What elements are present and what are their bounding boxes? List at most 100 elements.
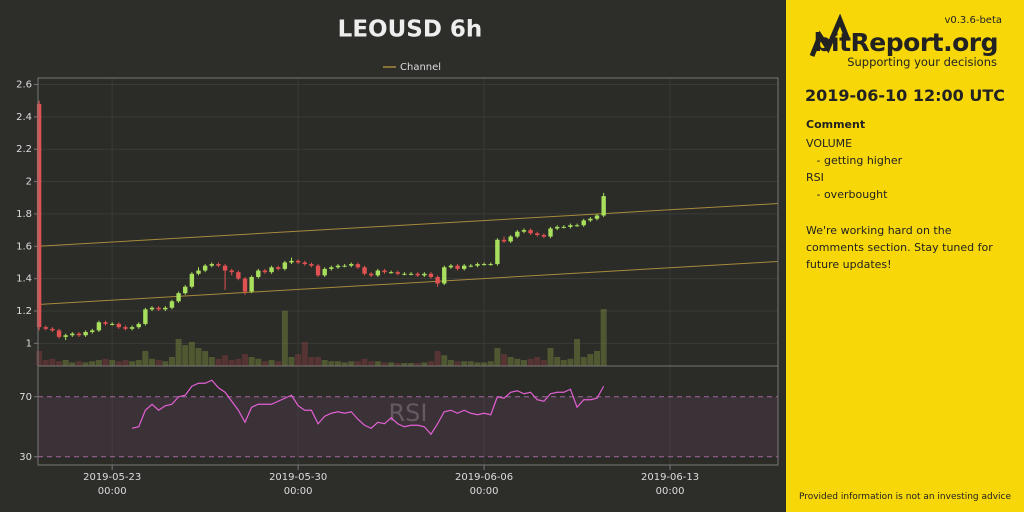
- candle-body: [70, 333, 75, 336]
- volume-bar: [49, 358, 56, 366]
- volume-bar: [122, 360, 129, 366]
- candle-body: [103, 322, 108, 324]
- volume-bar: [461, 361, 468, 366]
- candle-body: [342, 265, 347, 267]
- volume-bar: [527, 358, 534, 366]
- volume-bar: [175, 339, 182, 366]
- volume-bar: [215, 358, 222, 366]
- candle-body: [229, 270, 234, 273]
- volume-bar: [95, 360, 102, 366]
- candle-body: [561, 226, 567, 228]
- volume-bar: [354, 361, 361, 366]
- candle-body: [183, 286, 188, 294]
- candle-body: [375, 270, 381, 276]
- sidebar: v0.3.6-beta bitReport.org Supporting you…: [786, 0, 1024, 512]
- volume-bar: [62, 360, 69, 366]
- volume-bar: [182, 345, 189, 366]
- candle-body: [309, 264, 314, 266]
- y-tick-label: 2: [26, 177, 32, 188]
- y-tick-label: 1.8: [16, 209, 32, 220]
- volume-bar: [341, 362, 348, 366]
- volume-bar: [268, 360, 275, 366]
- candle-body: [83, 332, 88, 336]
- candle-body: [176, 293, 181, 302]
- brand: bitReport.org: [813, 28, 999, 57]
- candle-body: [581, 220, 586, 226]
- comment-line: - getting higher: [806, 154, 903, 167]
- rsi-line: [131, 379, 605, 436]
- candle-body: [554, 226, 560, 229]
- volume-bar: [75, 361, 82, 366]
- volume-bar: [600, 309, 607, 366]
- volume-bar: [507, 357, 514, 366]
- volume-bar: [242, 354, 249, 366]
- candle-body: [123, 327, 128, 329]
- volume-bar: [82, 362, 89, 366]
- candle-body: [209, 264, 214, 266]
- comment-line: RSI: [806, 171, 824, 184]
- volume-bar: [36, 351, 43, 366]
- volume-bar: [487, 361, 494, 366]
- candle-body: [242, 278, 248, 292]
- volume-bar: [560, 360, 567, 366]
- volume-bar: [554, 357, 561, 366]
- candle-body: [481, 264, 487, 266]
- chart-title: LEOUSD 6h: [338, 17, 483, 43]
- y-tick-label: 1.4: [16, 274, 32, 285]
- y-tick-label: 70: [19, 392, 32, 403]
- y-tick-label: 30: [19, 452, 32, 463]
- candle-body: [129, 327, 135, 329]
- volume-bar: [308, 357, 315, 366]
- volume-bar: [454, 361, 461, 366]
- volume-bar: [109, 360, 116, 366]
- candle-body: [508, 236, 513, 242]
- candle-body: [256, 270, 261, 278]
- volume-bar: [56, 361, 63, 366]
- logo-icon: [809, 14, 851, 57]
- rsi-watermark: RSI: [389, 399, 428, 427]
- candle-body: [455, 265, 460, 269]
- volume-bar: [408, 363, 415, 366]
- volume-bar: [149, 358, 156, 366]
- candle-body: [136, 323, 141, 328]
- candle-body: [236, 272, 241, 279]
- candle-body: [109, 323, 115, 325]
- candle-body: [355, 264, 361, 268]
- candle-body: [76, 333, 82, 336]
- volume-bar: [514, 358, 521, 366]
- candle-body: [349, 264, 354, 266]
- candle-body: [501, 239, 507, 242]
- y-tick-label: 2.2: [16, 144, 32, 155]
- comment-heading: Comment: [806, 118, 866, 131]
- candle-body: [428, 273, 434, 278]
- volume-bar: [162, 361, 169, 366]
- rsi-frame: [37, 365, 779, 466]
- volume-bar: [135, 360, 142, 366]
- volume-bar: [202, 351, 209, 366]
- volume-bar: [434, 351, 441, 366]
- candle-body: [189, 273, 195, 287]
- volume-bar: [401, 363, 408, 366]
- x-tick-label: 2019-05-30 00:00: [269, 472, 328, 497]
- y-tick-label: 1: [26, 338, 32, 349]
- volume-bar: [580, 357, 587, 366]
- volume-bar: [142, 351, 149, 366]
- volume-bar: [102, 358, 109, 366]
- volume-bar: [321, 360, 328, 366]
- x-tick-label: 2019-06-06 00:00: [455, 472, 514, 497]
- tagline: Supporting your decisions: [847, 55, 997, 69]
- volume-bar: [368, 361, 375, 366]
- volume-bar: [481, 362, 488, 366]
- volume-bar: [374, 361, 381, 366]
- candle-body: [262, 270, 268, 273]
- volume-bar: [381, 362, 388, 366]
- volume-bar: [288, 357, 295, 366]
- candle-body: [408, 273, 414, 275]
- chart: LEOUSD 6h 1 1.2 1.4 1.6 1.8 2 2.2 2.4 2.6 Channel…: [16, 17, 779, 470]
- volume-bar: [188, 342, 195, 366]
- volume-bar: [69, 362, 76, 366]
- candle-body: [488, 264, 493, 266]
- channel-line: [37, 203, 779, 247]
- volume-bar: [168, 357, 175, 366]
- version: v0.3.6-beta: [944, 15, 1002, 26]
